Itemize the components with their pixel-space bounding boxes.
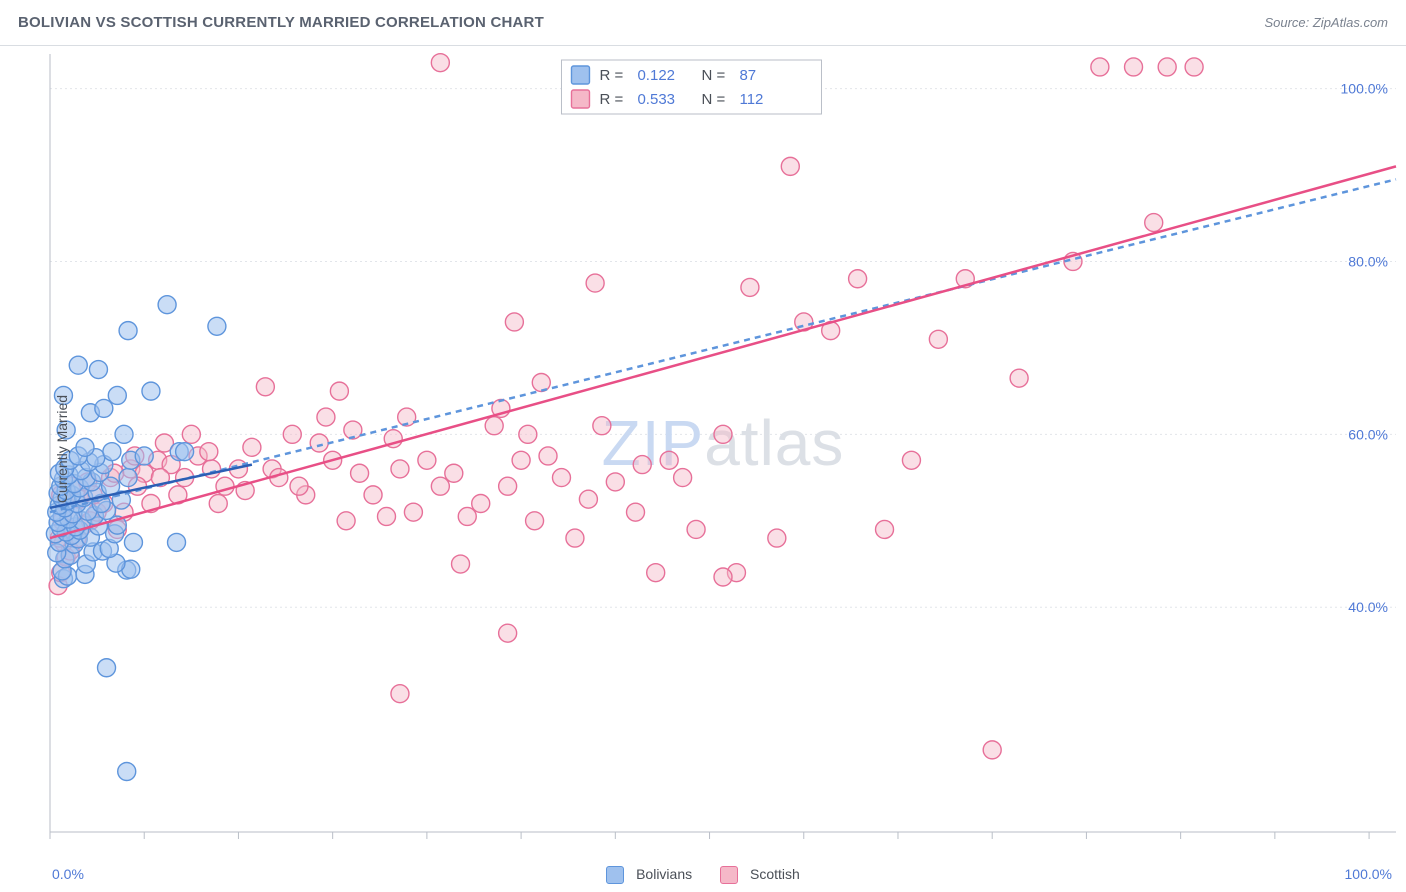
scatter-chart: 40.0%60.0%80.0%100.0%ZIPatlasR =0.122N =… [0,46,1406,852]
svg-text:0.533: 0.533 [637,91,675,108]
chart-area: Currently Married 40.0%60.0%80.0%100.0%Z… [0,46,1406,852]
svg-text:R =: R = [599,67,623,84]
legend-swatch-scottish [720,866,738,884]
svg-text:N =: N = [701,67,725,84]
chart-title: BOLIVIAN VS SCOTTISH CURRENTLY MARRIED C… [18,14,544,31]
svg-text:N =: N = [701,91,725,108]
svg-text:40.0%: 40.0% [1348,599,1388,615]
svg-text:60.0%: 60.0% [1348,426,1388,442]
legend-swatch-bolivians [606,866,624,884]
svg-text:R =: R = [599,91,623,108]
header: BOLIVIAN VS SCOTTISH CURRENTLY MARRIED C… [0,0,1406,46]
svg-text:112: 112 [739,91,763,108]
legend-item-bolivians: Bolivians [606,866,692,884]
svg-text:0.122: 0.122 [637,67,675,84]
legend-item-scottish: Scottish [720,866,800,884]
svg-text:80.0%: 80.0% [1348,253,1388,269]
svg-text:100.0%: 100.0% [1341,81,1388,97]
y-axis-label: Currently Married [54,395,70,503]
legend-label-scottish: Scottish [750,866,800,882]
svg-text:87: 87 [739,67,756,84]
bottom-legend: Bolivians Scottish [0,866,1406,884]
source-label: Source: ZipAtlas.com [1264,15,1388,30]
legend-label-bolivians: Bolivians [636,866,692,882]
